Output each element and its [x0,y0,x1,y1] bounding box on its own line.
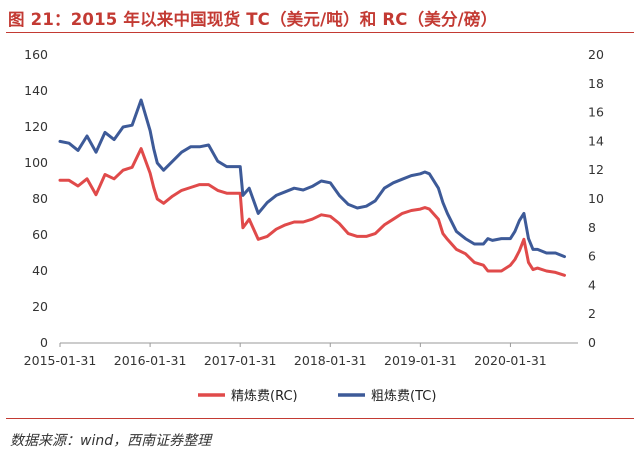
x-tick-label: 2016-01-31 [114,353,187,368]
y-right-tick-label: 12 [588,162,604,177]
y-left-tick-label: 160 [24,47,48,62]
source-note: 数据来源：wind，西南证券整理 [10,433,212,449]
chart-legend: 精炼费(RC) 粗炼费(TC) [198,389,436,404]
y-right-tick-label: 2 [588,306,596,321]
title-rule [6,32,634,33]
x-tick-label: 2017-01-31 [204,353,277,368]
x-tick-label: 2015-01-31 [24,353,97,368]
series-line-rc [58,147,566,277]
footer-rule [6,418,634,419]
y-right-tick-label: 10 [588,191,604,206]
y-right-tick-label: 0 [588,335,596,350]
line-chart: 0204060801001201401600246810121416182020… [24,47,604,404]
y-right-tick-label: 14 [588,133,604,148]
y-right-tick-label: 8 [588,220,596,235]
legend-label-tc: 粗炼费(TC) [371,389,436,404]
x-tick-label: 2018-01-31 [294,353,367,368]
y-right-tick-label: 6 [588,249,596,264]
y-right-tick-label: 4 [588,277,596,292]
y-left-tick-label: 0 [40,335,48,350]
y-right-tick-label: 20 [588,47,604,62]
y-right-tick-label: 16 [588,105,604,120]
y-left-tick-label: 140 [24,83,48,98]
x-tick-label: 2019-01-31 [384,353,457,368]
series-line-tc [58,98,566,259]
chart-axes: 0204060801001201401600246810121416182020… [24,47,604,368]
y-left-tick-label: 40 [32,263,48,278]
y-left-tick-label: 60 [32,227,48,242]
y-left-tick-label: 100 [24,155,48,170]
y-right-tick-label: 18 [588,76,604,91]
chart-title: 图 21：2015 年以来中国现货 TC（美元/吨）和 RC（美分/磅） [8,10,498,29]
y-left-tick-label: 120 [24,119,48,134]
series-lines [58,98,566,277]
legend-label-rc: 精炼费(RC) [231,389,298,404]
y-left-tick-label: 80 [32,191,48,206]
x-tick-label: 2020-01-31 [474,353,547,368]
y-left-tick-label: 20 [32,299,48,314]
